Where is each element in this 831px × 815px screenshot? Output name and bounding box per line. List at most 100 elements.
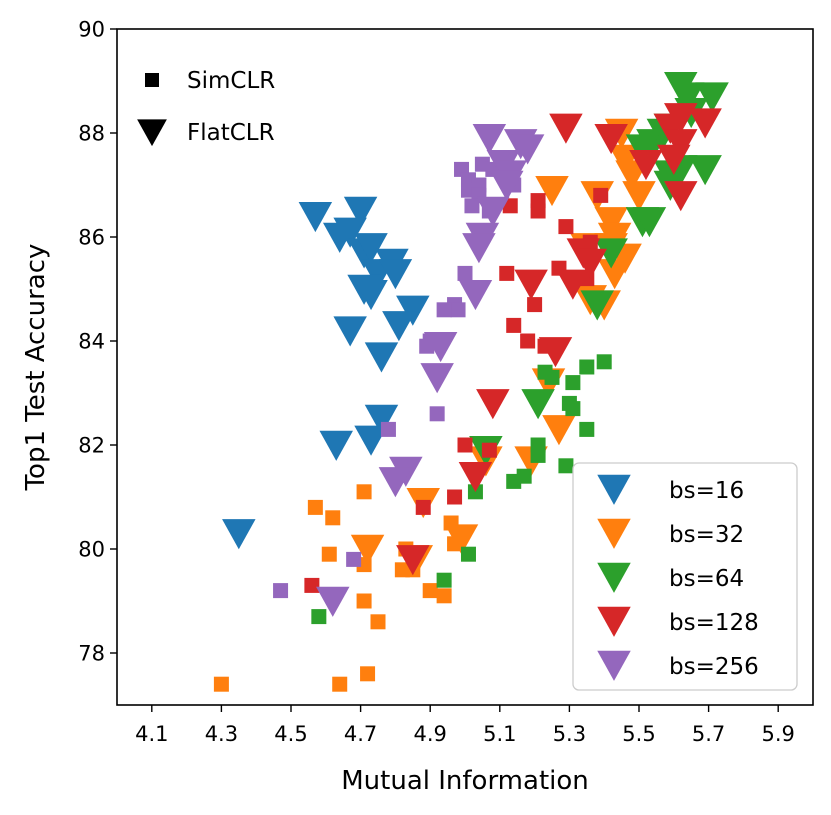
point-flatclr-bs=256 — [458, 279, 493, 311]
point-flatclr-bs=64 — [521, 389, 555, 420]
point-simclr-bs=32 — [370, 614, 386, 630]
point-simclr-bs=64 — [579, 421, 595, 437]
point-flatclr-bs=16 — [364, 404, 399, 435]
point-simclr-bs=32 — [307, 499, 323, 515]
point-simclr-bs=128 — [593, 187, 609, 203]
x-tick-label: 4.5 — [274, 722, 307, 746]
point-flatclr-bs=64 — [688, 155, 722, 186]
point-simclr-bs=32 — [436, 588, 452, 604]
point-flatclr-bs=32 — [622, 181, 656, 212]
color-legend-label: bs=16 — [669, 478, 744, 504]
point-simclr-bs=32 — [325, 510, 341, 526]
point-simclr-bs=128 — [457, 437, 473, 453]
legend-triangle-icon — [597, 606, 631, 637]
point-simclr-bs=128 — [558, 219, 574, 235]
point-simclr-bs=128 — [530, 203, 546, 219]
point-flatclr-bs=32 — [535, 175, 569, 207]
point-flatclr-bs=32 — [597, 259, 632, 290]
point-simclr-bs=64 — [436, 572, 452, 588]
x-tick-label: 4.9 — [413, 722, 446, 746]
point-flatclr-bs=128 — [657, 144, 691, 175]
x-tick-label: 4.3 — [205, 722, 238, 746]
point-flatclr-bs=16 — [354, 279, 388, 311]
point-flatclr-bs=128 — [556, 269, 590, 300]
point-flatclr-bs=128 — [664, 129, 698, 160]
point-flatclr-bs=128 — [458, 461, 493, 493]
point-simclr-bs=64 — [544, 369, 560, 385]
point-flatclr-bs=256 — [420, 363, 454, 394]
point-flatclr-bs=64 — [632, 207, 667, 238]
point-simclr-bs=64 — [530, 447, 546, 463]
point-flatclr-bs=128 — [573, 248, 608, 279]
point-simclr-bs=64 — [579, 359, 595, 375]
point-simclr-bs=64 — [311, 609, 327, 625]
point-simclr-bs=128 — [520, 333, 536, 349]
y-tick-label: 86 — [78, 226, 105, 250]
x-tick-label: 4.1 — [135, 722, 168, 746]
point-flatclr-bs=256 — [462, 233, 496, 264]
y-tick-label: 78 — [78, 642, 105, 666]
axis-ticks: 4.1 4.3 4.5 4.7 4.9 5.1 5.3 5.5 5.7 5.9 78 80 82 84 86… — [78, 18, 795, 747]
point-simclr-bs=32 — [356, 484, 372, 500]
point-flatclr-bs=256 — [472, 123, 507, 155]
point-flatclr-bs=256 — [378, 467, 413, 498]
legend-triangle-icon — [597, 474, 631, 505]
point-simclr-bs=256 — [436, 302, 452, 318]
point-flatclr-bs=256 — [490, 170, 524, 201]
point-simclr-bs=64 — [596, 354, 612, 370]
color-legend-label: bs=256 — [669, 654, 759, 680]
point-simclr-bs=32 — [422, 583, 438, 599]
point-simclr-bs=64 — [516, 468, 532, 484]
point-simclr-bs=64 — [565, 375, 581, 391]
x-tick-label: 5.7 — [692, 722, 725, 746]
point-flatclr-bs=64 — [695, 82, 729, 113]
point-flatclr-bs=16 — [343, 196, 378, 227]
legend-square-icon — [145, 73, 159, 87]
x-tick-label: 5.5 — [622, 722, 655, 746]
y-tick-label: 90 — [78, 18, 105, 42]
point-flatclr-bs=16 — [378, 259, 413, 290]
point-simclr-bs=64 — [460, 546, 476, 562]
point-flatclr-bs=64 — [670, 82, 705, 113]
x-tick-label: 4.7 — [344, 722, 377, 746]
plot-area-frame — [116, 28, 814, 706]
y-tick-label: 82 — [78, 434, 105, 458]
color-legend-label: bs=64 — [669, 566, 744, 592]
point-flatclr-bs=16 — [298, 201, 333, 233]
legend-triangle-icon — [137, 119, 167, 147]
point-simclr-bs=256 — [457, 265, 473, 281]
point-flatclr-bs=128 — [476, 389, 510, 420]
point-simclr-bs=128 — [499, 265, 515, 281]
x-tick-label: 5.9 — [761, 722, 794, 746]
point-simclr-bs=32 — [332, 676, 348, 692]
legend-triangle-icon — [597, 650, 631, 681]
point-flatclr-bs=16 — [222, 519, 256, 550]
data-points — [213, 71, 729, 692]
x-tick-label: 5.3 — [553, 722, 586, 746]
point-simclr-bs=32 — [356, 593, 372, 609]
point-simclr-bs=32 — [360, 666, 376, 682]
point-simclr-bs=128 — [527, 297, 543, 313]
point-simclr-bs=256 — [450, 302, 466, 318]
point-simclr-bs=256 — [273, 583, 289, 599]
point-flatclr-bs=32 — [542, 415, 576, 446]
point-flatclr-bs=16 — [333, 217, 367, 248]
point-flatclr-bs=32 — [594, 207, 628, 238]
y-tick-label: 88 — [78, 122, 105, 146]
point-simclr-bs=256 — [380, 421, 396, 437]
point-flatclr-bs=32 — [444, 524, 479, 555]
point-simclr-bs=128 — [506, 317, 522, 333]
point-simclr-bs=128 — [304, 577, 320, 593]
point-simclr-bs=64 — [565, 401, 581, 417]
x-tick-label: 5.1 — [483, 722, 516, 746]
point-flatclr-bs=128 — [514, 269, 548, 300]
color-legend-label: bs=32 — [669, 522, 744, 548]
point-flatclr-bs=256 — [423, 331, 458, 363]
point-flatclr-bs=128 — [688, 108, 722, 139]
point-simclr-bs=64 — [558, 458, 574, 474]
point-simclr-bs=128 — [415, 499, 431, 515]
legend-triangle-icon — [597, 518, 631, 549]
point-flatclr-bs=128 — [664, 103, 698, 134]
point-flatclr-bs=16 — [333, 316, 367, 347]
